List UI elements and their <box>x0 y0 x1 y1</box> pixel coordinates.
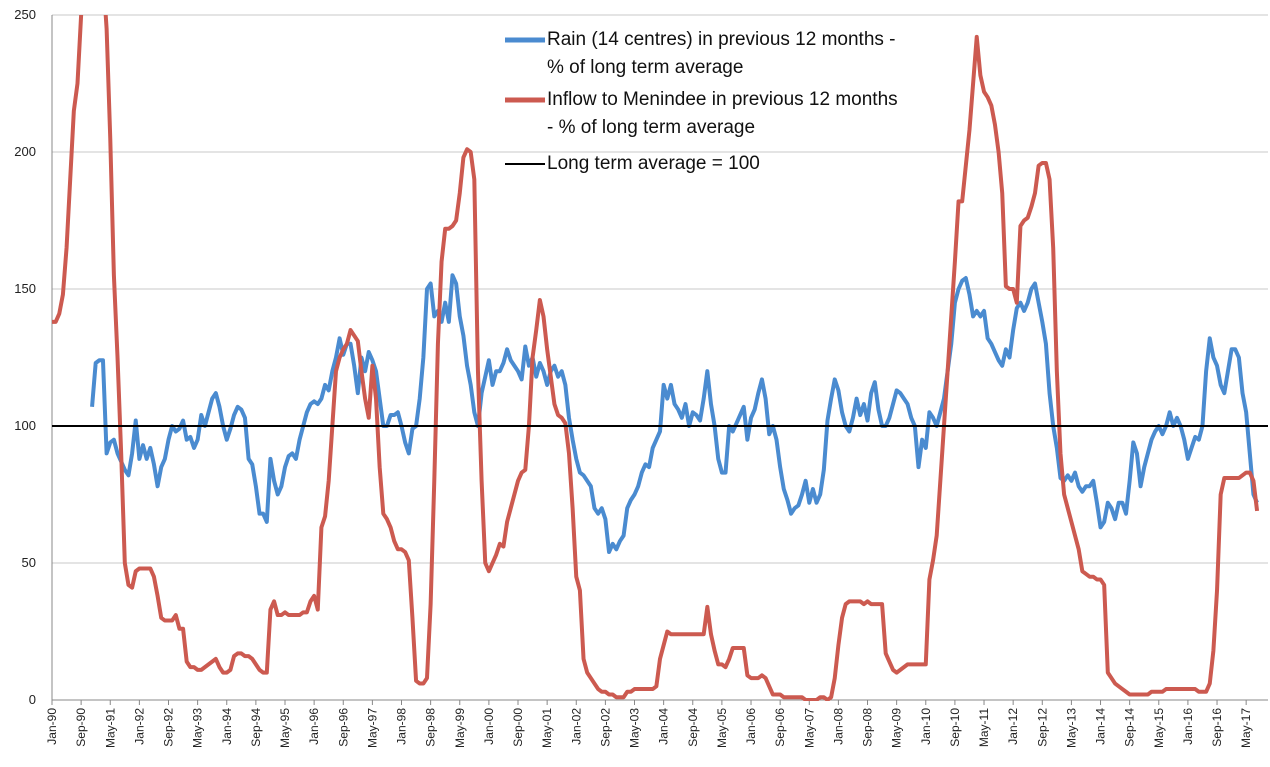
x-tick-label: May-97 <box>365 708 379 748</box>
x-tick-label: Jan-08 <box>831 708 845 745</box>
x-tick-label: May-17 <box>1239 708 1253 748</box>
x-tick-label: Sep-94 <box>249 708 263 747</box>
x-tick-label: Sep-96 <box>336 708 350 747</box>
x-tick-label: Jan-96 <box>307 708 321 745</box>
x-tick-label: May-05 <box>715 708 729 748</box>
x-tick-label: May-93 <box>191 708 205 748</box>
x-tick-label: Sep-16 <box>1210 708 1224 747</box>
x-tick-label: Sep-12 <box>1035 708 1049 747</box>
y-tick-label: 0 <box>29 692 36 707</box>
x-tick-label: May-07 <box>802 708 816 748</box>
x-tick-label: Sep-90 <box>74 708 88 747</box>
x-tick-label: Jan-12 <box>1006 708 1020 745</box>
y-tick-label: 150 <box>14 281 36 296</box>
x-tick-label: Sep-02 <box>598 708 612 747</box>
x-tick-label: Sep-14 <box>1123 708 1137 747</box>
x-tick-label: Sep-10 <box>948 708 962 747</box>
x-tick-label: Jan-94 <box>220 708 234 745</box>
x-tick-label: Jan-00 <box>482 708 496 745</box>
x-tick-label: Sep-00 <box>511 708 525 747</box>
x-tick-label: Jan-16 <box>1181 708 1195 745</box>
legend-label: Long term average = 100 <box>547 153 760 174</box>
y-tick-label: 250 <box>14 7 36 22</box>
x-tick-label: Jan-92 <box>132 708 146 745</box>
legend-label: Inflow to Menindee in previous 12 months… <box>547 89 898 138</box>
x-tick-label: Sep-06 <box>773 708 787 747</box>
x-tick-label: Sep-92 <box>162 708 176 747</box>
y-tick-label: 200 <box>14 144 36 159</box>
x-tick-label: May-03 <box>628 708 642 748</box>
x-tick-label: May-95 <box>278 708 292 748</box>
legend-label: Rain (14 centres) in previous 12 months … <box>547 29 896 78</box>
x-tick-label: May-15 <box>1152 708 1166 748</box>
x-tick-label: May-01 <box>540 708 554 748</box>
plot-area <box>52 15 1260 701</box>
x-tick-label: Sep-08 <box>861 708 875 747</box>
x-tick-label: May-11 <box>977 708 991 747</box>
x-tick-label: May-99 <box>453 708 467 748</box>
x-tick-label: Jan-04 <box>657 708 671 745</box>
y-tick-label: 50 <box>22 555 36 570</box>
x-tick-label: Jan-10 <box>919 708 933 745</box>
x-tick-label: Sep-04 <box>686 708 700 747</box>
x-tick-label: May-13 <box>1064 708 1078 748</box>
data-line <box>52 15 1260 701</box>
y-tick-label: 100 <box>14 418 36 433</box>
x-tick-label: Jan-14 <box>1094 708 1108 745</box>
x-tick-label: Jan-98 <box>395 708 409 745</box>
x-tick-label: Sep-98 <box>424 708 438 747</box>
x-tick-label: Jan-06 <box>744 708 758 745</box>
x-tick-label: Jan-90 <box>45 708 59 745</box>
x-tick-label: May-09 <box>890 708 904 748</box>
x-tick-label: Jan-02 <box>569 708 583 745</box>
x-tick-label: May-91 <box>103 708 117 748</box>
data-line <box>90 273 1259 555</box>
